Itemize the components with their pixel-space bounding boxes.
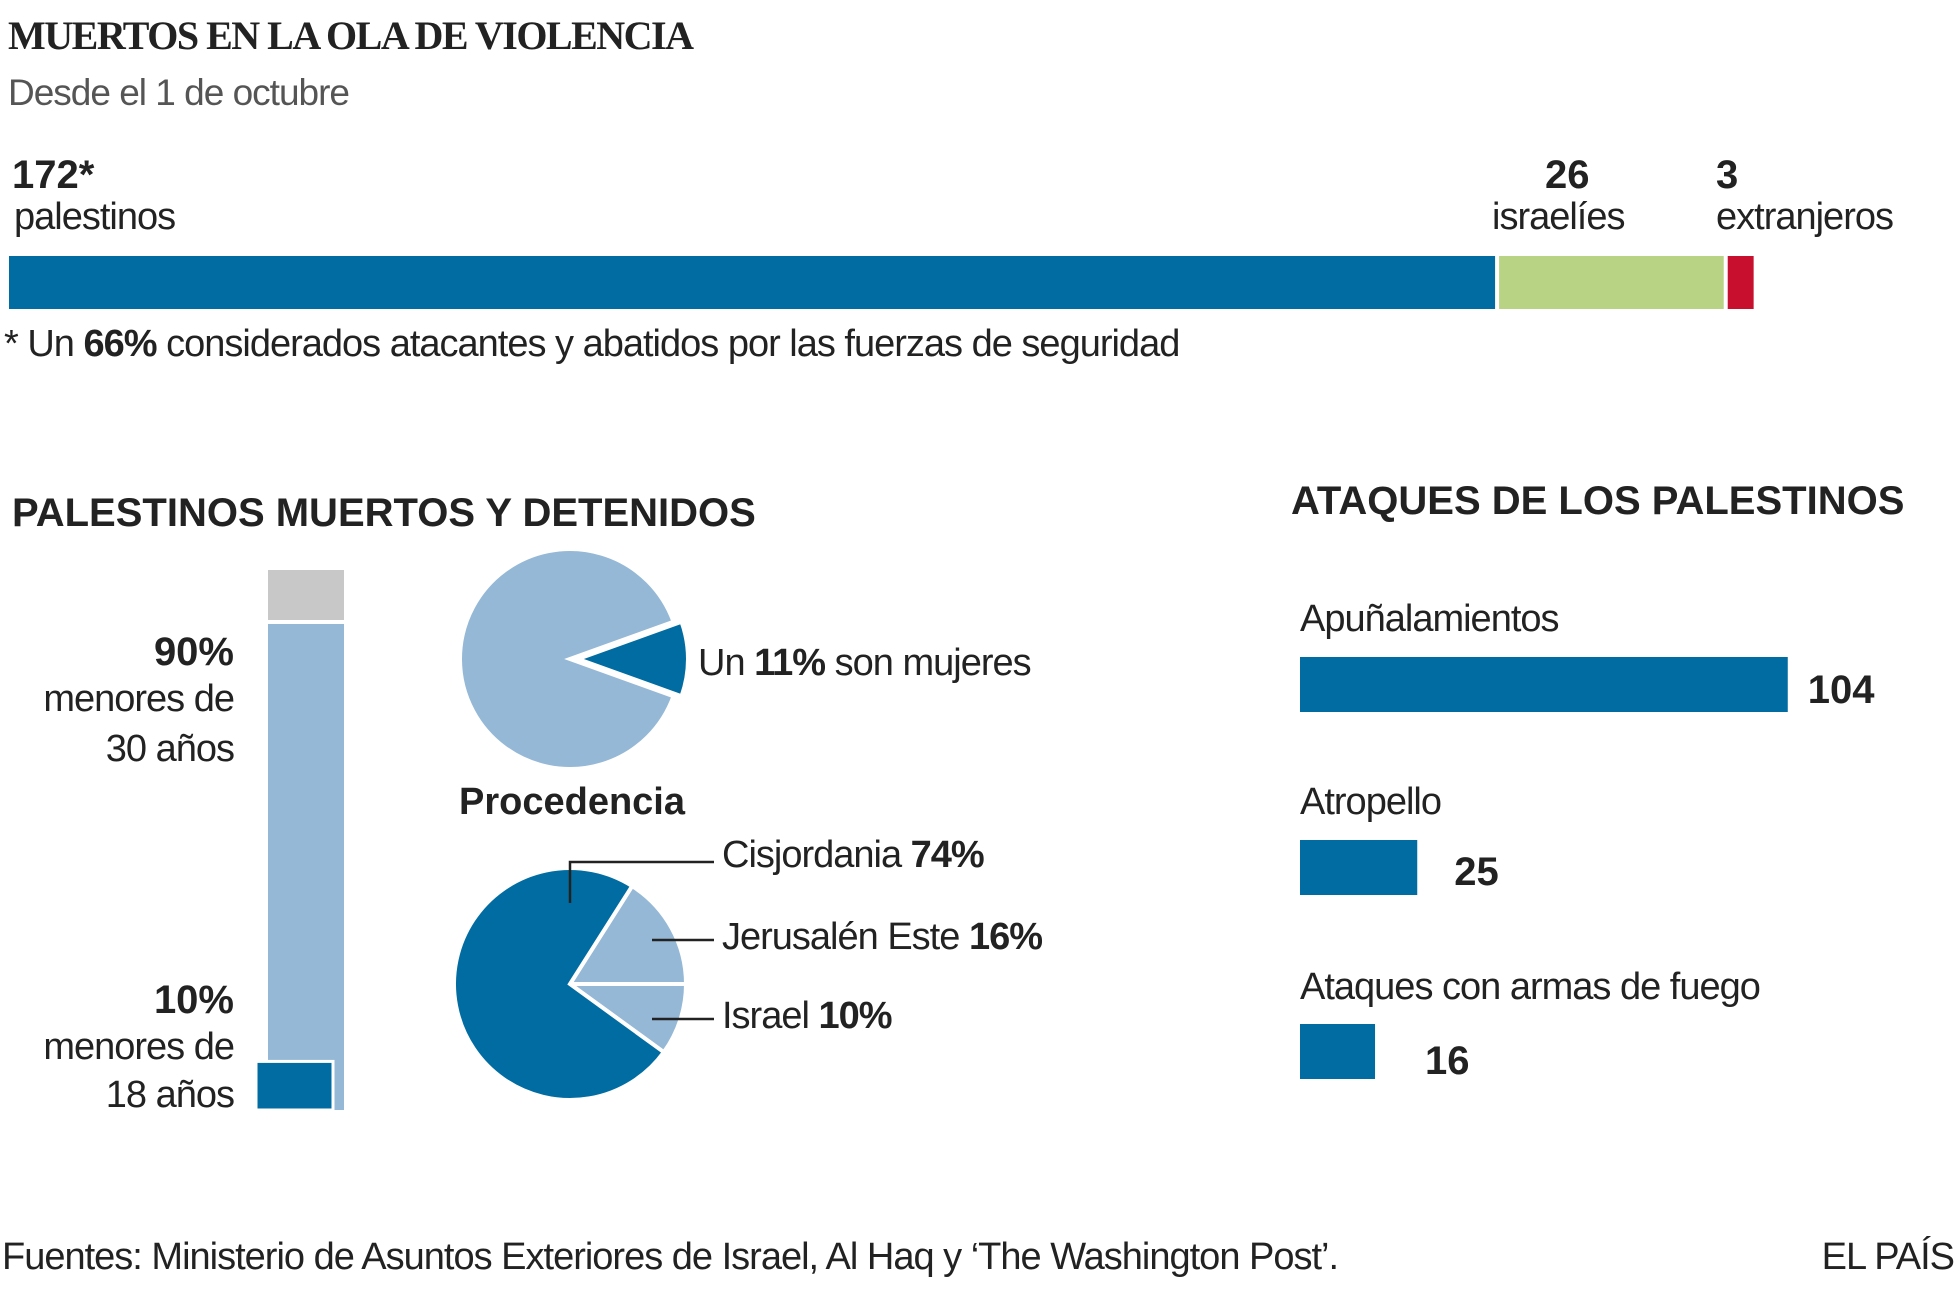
chart-subtitle: Desde el 1 de octubre: [8, 72, 350, 113]
section-title-palestinos: PALESTINOS MUERTOS Y DETENIDOS: [12, 491, 756, 535]
bar-segment-menores-18: [254, 1059, 335, 1112]
pie-women-annotation: Un 11% son mujeres: [698, 642, 1032, 684]
attack-label-1: Atropello: [1300, 781, 1442, 823]
attack-label-2: Ataques con armas de fuego: [1300, 966, 1761, 1008]
footnote: * Un 66% considerados atacantes y abatid…: [4, 323, 1180, 365]
chart-title: MUERTOS EN LA OLA DE VIOLENCIA: [8, 13, 694, 58]
leader-cisjordania: [568, 860, 714, 903]
bar-remainder: [268, 570, 344, 620]
attack-value-0: 104: [1807, 668, 1875, 712]
attack-bar-1: [1300, 840, 1418, 895]
category-label-palestinos: palestinos: [14, 196, 176, 238]
footer-brand: EL PAÍS: [1821, 1236, 1955, 1278]
attack-bar-2: [1300, 1024, 1376, 1079]
pie-slice-jerusalen: [566, 883, 689, 986]
attack-label-0: Apuñalamientos: [1300, 598, 1560, 640]
bar-palestinos: [9, 256, 1496, 309]
label-90: 90%: [153, 630, 234, 674]
section-title-ataques: ATAQUES DE LOS PALESTINOS: [1291, 479, 1905, 523]
attack-value-2: 16: [1425, 1039, 1470, 1083]
attack-value-1: 25: [1454, 850, 1499, 894]
pie-label-cisjordania: Cisjordania 74%: [722, 834, 985, 876]
pie-label-jerusalen: Jerusalén Este 16%: [722, 916, 1043, 958]
value-label-palestinos: 172*: [12, 153, 95, 197]
category-label-extranjeros: extranjeros: [1716, 196, 1894, 238]
label-10-text-1: menores de: [43, 1026, 235, 1068]
value-label-extranjeros: 3: [1716, 153, 1739, 197]
bar-segment-menores-30: [268, 624, 344, 1110]
label-10: 10%: [153, 978, 234, 1022]
pie-procedencia-title: Procedencia: [459, 781, 685, 823]
pie-slice-rest: [458, 547, 677, 771]
value-label-israelies: 26: [1545, 153, 1590, 197]
footer-sources: Fuentes: Ministerio de Asuntos Exteriore…: [2, 1236, 1339, 1278]
pie-label-israel: Israel 10%: [722, 995, 893, 1037]
label-90-text-2: 30 años: [105, 728, 235, 770]
pie-slice-cisjordania: [452, 866, 667, 1102]
bar-israelíes: [1499, 256, 1724, 309]
label-90-text-1: menores de: [43, 678, 235, 720]
category-label-israelies: israelíes: [1492, 196, 1625, 238]
bar-extranjeros: [1727, 256, 1754, 309]
attack-bar-0: [1300, 657, 1788, 712]
label-10-text-2: 18 años: [105, 1074, 235, 1116]
pie-slice-mujeres: [572, 619, 690, 699]
